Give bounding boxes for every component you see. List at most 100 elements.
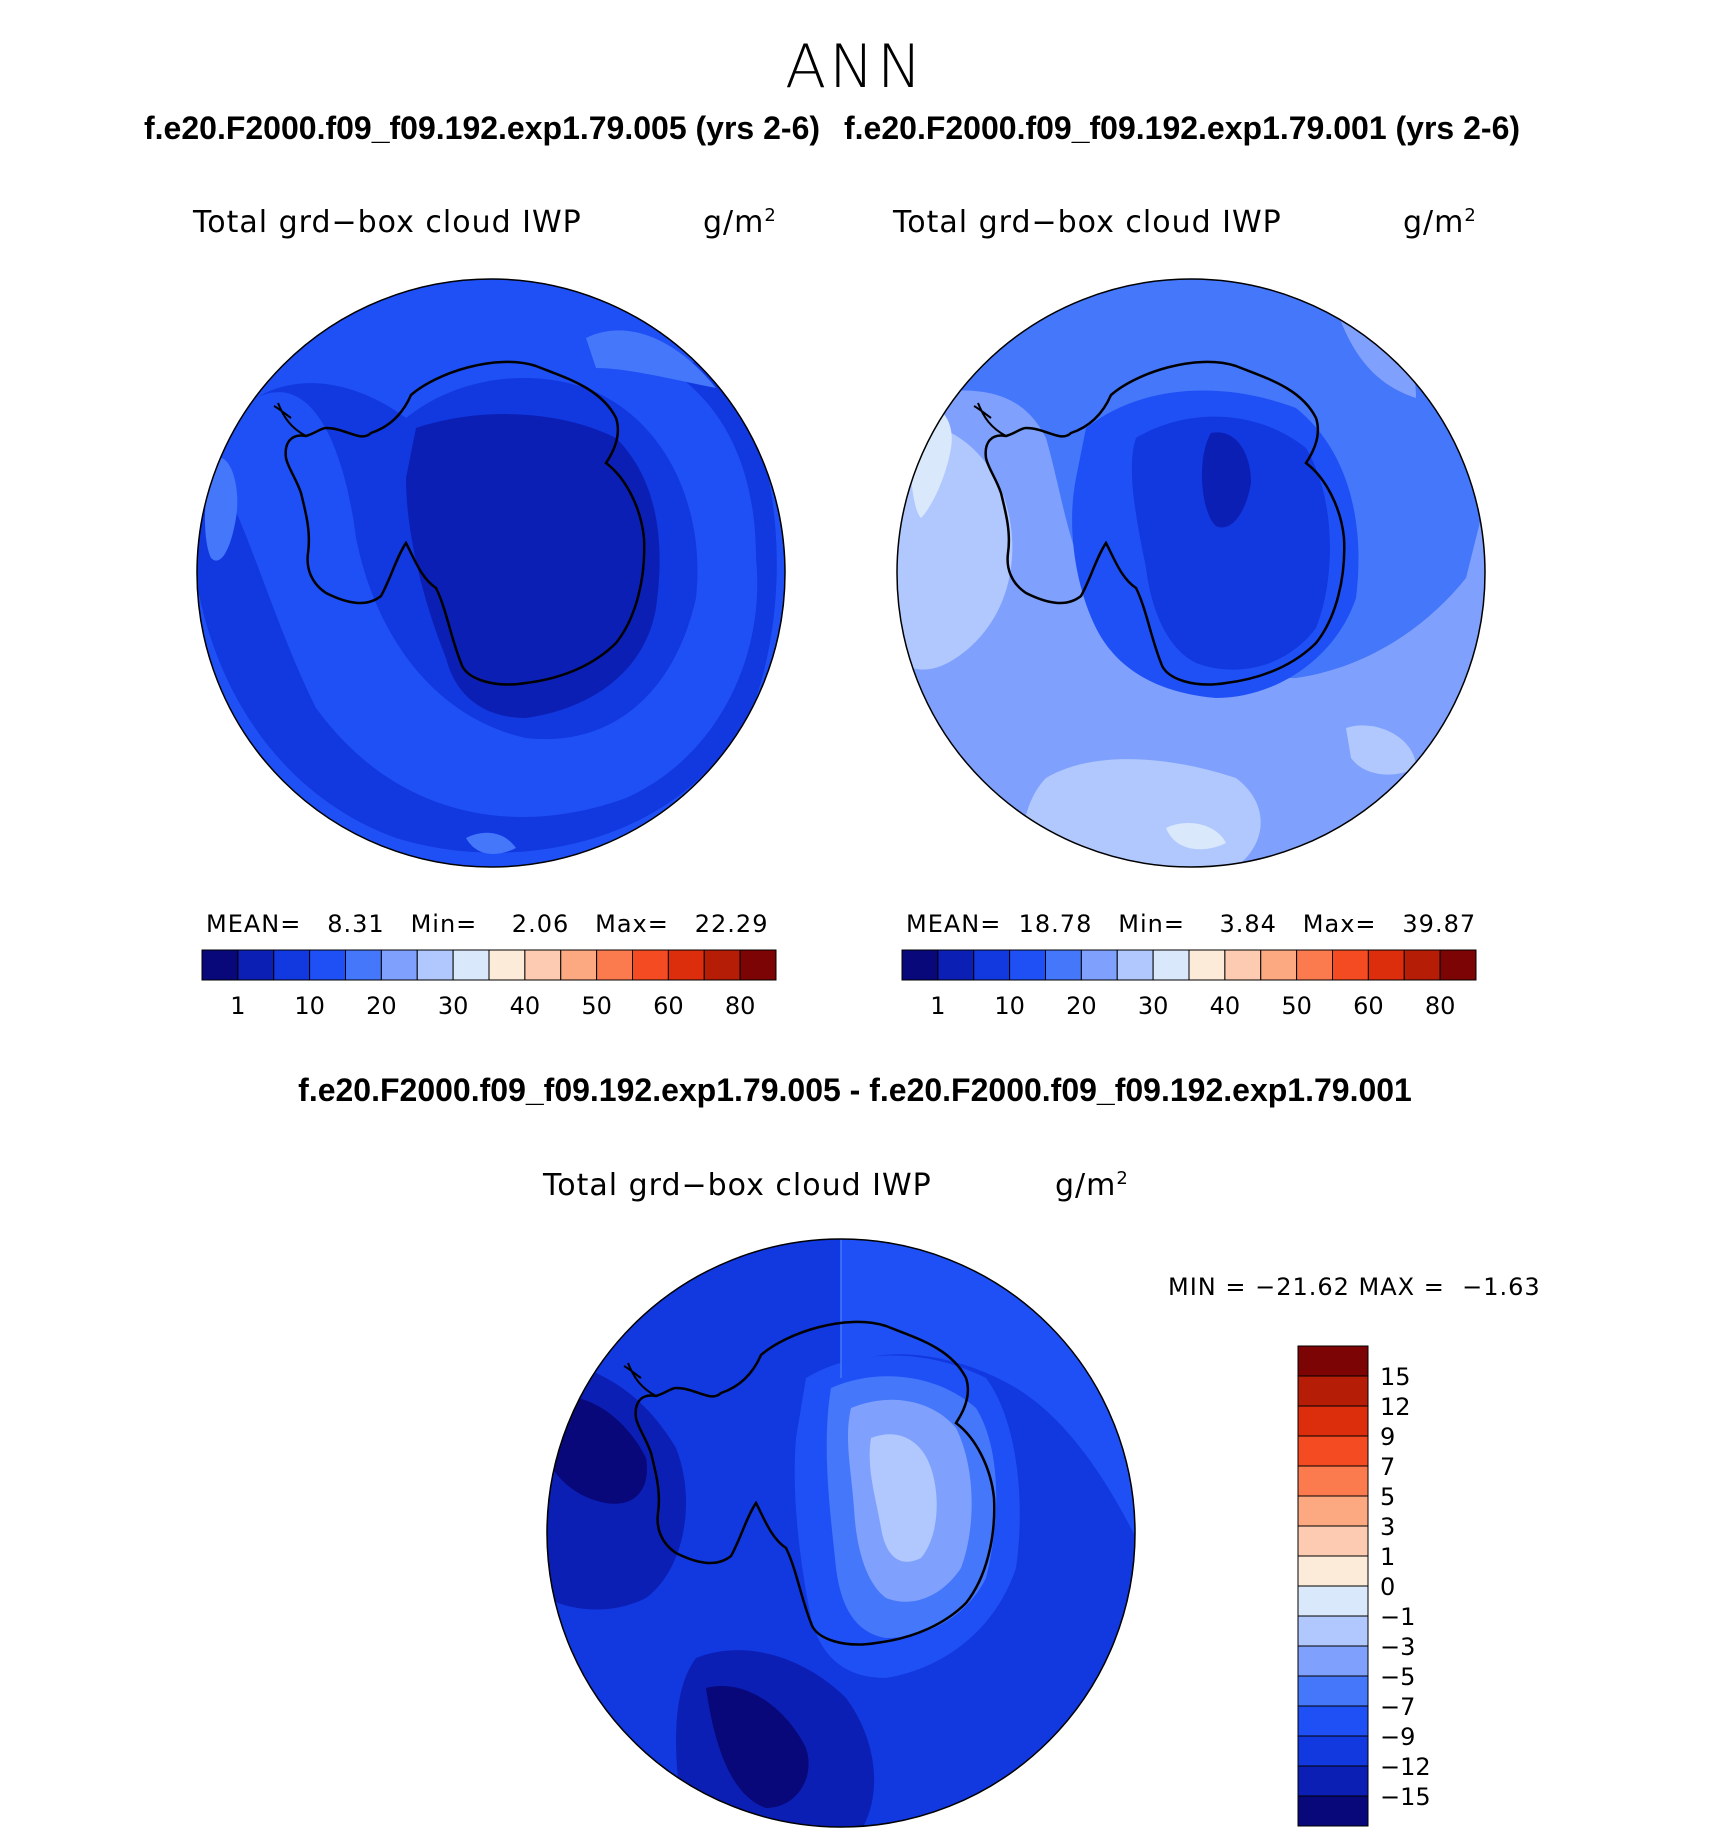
- diff-colorbar-swatch: [1297, 1585, 1369, 1617]
- diff-colorbar-swatch: [1297, 1735, 1369, 1767]
- diff-colorbar: [1297, 1345, 1369, 1827]
- left-colorbar-swatch: [237, 949, 275, 981]
- right-colorbar-swatch: [1080, 949, 1118, 981]
- left-colorbar-ticks: 1 10 20 30 40 50 60 80: [202, 992, 776, 1022]
- right-colorbar-swatch: [1009, 949, 1046, 981]
- case-title-left: f.e20.F2000.f09_f09.192.exp1.79.005 (yrs…: [144, 110, 821, 146]
- right-colorbar-swatch: [1116, 949, 1154, 981]
- right-colorbar-swatch: [1224, 949, 1262, 981]
- right-stats: MEAN= 18.78 Min= 3.84 Max= 39.87: [906, 910, 1477, 938]
- diff-colorbar-swatch: [1297, 1675, 1369, 1707]
- diff-colorbar-tick-label: 0: [1380, 1573, 1396, 1601]
- case-title-right: f.e20.F2000.f09_f09.192.exp1.79.001 (yrs…: [844, 110, 1521, 146]
- diff-colorbar-tick-label: 5: [1380, 1483, 1396, 1511]
- diff-colorbar-swatch: [1297, 1465, 1369, 1497]
- diff-colorbar-swatch: [1297, 1405, 1369, 1437]
- diff-units: g/m2: [1055, 1168, 1129, 1203]
- left-variable-title: Total grd−box cloud IWP: [193, 205, 582, 240]
- diff-colorbar-swatch: [1297, 1795, 1369, 1827]
- diff-colorbar-tick-label: −1: [1380, 1603, 1416, 1631]
- right-colorbar: [901, 949, 1477, 981]
- left-colorbar-tick-label: 10: [294, 992, 325, 1020]
- diff-colorbar-swatch: [1297, 1435, 1369, 1467]
- left-colorbar-swatch: [560, 949, 598, 981]
- diff-colorbar-tick-label: −7: [1380, 1693, 1416, 1721]
- diff-colorbar-tick-label: −12: [1380, 1753, 1431, 1781]
- left-colorbar-swatch: [667, 949, 705, 981]
- left-colorbar-swatch: [703, 949, 741, 981]
- left-colorbar-swatch: [632, 949, 669, 981]
- left-colorbar-tick-label: 40: [509, 992, 541, 1020]
- diff-colorbar-swatch: [1297, 1615, 1369, 1647]
- right-colorbar-tick-label: 1: [930, 992, 946, 1020]
- left-colorbar-swatch: [273, 949, 311, 981]
- left-colorbar-tick-label: 50: [581, 992, 612, 1020]
- left-colorbar-tick-label: 80: [724, 992, 756, 1020]
- left-colorbar-swatch: [452, 949, 490, 981]
- diff-colorbar-ticks: 15 12 9 7 5 3 1 0 −1 −3 −5 −7 −9 −12 −15: [1380, 1346, 1500, 1826]
- left-colorbar-tick-label: 60: [653, 992, 684, 1020]
- season-title: ANN: [785, 32, 925, 102]
- right-colorbar-swatch: [1439, 949, 1477, 981]
- left-colorbar-swatch: [309, 949, 346, 981]
- left-colorbar-swatch: [739, 949, 777, 981]
- diff-colorbar-tick-label: −3: [1380, 1633, 1416, 1661]
- right-colorbar-tick-label: 10: [994, 992, 1025, 1020]
- right-colorbar-tick-label: 30: [1137, 992, 1169, 1020]
- right-colorbar-tick-label: 60: [1353, 992, 1384, 1020]
- left-polar-map: [196, 278, 786, 868]
- right-colorbar-swatch: [1152, 949, 1190, 981]
- right-colorbar-swatch: [1260, 949, 1298, 981]
- left-colorbar-tick-label: 1: [230, 992, 246, 1020]
- left-colorbar-swatch: [524, 949, 562, 981]
- right-colorbar-swatch: [901, 949, 939, 981]
- left-colorbar-swatch: [380, 949, 418, 981]
- right-colorbar-tick-label: 40: [1209, 992, 1241, 1020]
- diff-variable-title: Total grd−box cloud IWP: [543, 1168, 932, 1203]
- left-colorbar-swatch: [416, 949, 454, 981]
- diff-colorbar-swatch: [1297, 1345, 1369, 1377]
- right-colorbar-swatch: [1296, 949, 1333, 981]
- right-variable-title: Total grd−box cloud IWP: [893, 205, 1282, 240]
- right-colorbar-ticks: 1 10 20 30 40 50 60 80: [902, 992, 1476, 1022]
- diff-colorbar-swatch: [1297, 1765, 1369, 1797]
- right-colorbar-swatch: [973, 949, 1011, 981]
- left-colorbar-swatch: [596, 949, 633, 981]
- diff-minmax: MIN = −21.62 MAX = −1.63: [1168, 1273, 1541, 1301]
- left-colorbar: [201, 949, 777, 981]
- diff-colorbar-tick-label: −5: [1380, 1663, 1416, 1691]
- right-colorbar-tick-label: 50: [1281, 992, 1312, 1020]
- diff-colorbar-swatch: [1297, 1375, 1369, 1407]
- left-colorbar-tick-label: 30: [437, 992, 469, 1020]
- right-units: g/m2: [1403, 205, 1477, 240]
- right-colorbar-swatch: [1367, 949, 1405, 981]
- diff-colorbar-tick-label: 9: [1380, 1423, 1396, 1451]
- diff-colorbar-swatch: [1297, 1525, 1369, 1557]
- right-colorbar-swatch: [1188, 949, 1226, 981]
- diff-polar-map: [546, 1238, 1136, 1828]
- diff-colorbar-tick-label: 1: [1380, 1543, 1396, 1571]
- right-colorbar-tick-label: 80: [1424, 992, 1456, 1020]
- diff-title: f.e20.F2000.f09_f09.192.exp1.79.005 - f.…: [298, 1072, 1412, 1108]
- diff-colorbar-tick-label: 3: [1380, 1513, 1396, 1541]
- right-polar-map: [896, 278, 1486, 868]
- left-colorbar-swatch: [488, 949, 526, 981]
- right-colorbar-swatch: [1332, 949, 1369, 981]
- left-stats: MEAN= 8.31 Min= 2.06 Max= 22.29: [206, 910, 769, 938]
- left-colorbar-swatch: [201, 949, 239, 981]
- diff-colorbar-tick-label: 15: [1380, 1363, 1411, 1391]
- diff-colorbar-tick-label: 12: [1380, 1393, 1411, 1421]
- left-units: g/m2: [703, 205, 777, 240]
- diff-colorbar-tick-label: −15: [1380, 1783, 1431, 1811]
- diff-colorbar-swatch: [1297, 1645, 1369, 1677]
- diff-colorbar-tick-label: 7: [1380, 1453, 1396, 1481]
- right-colorbar-tick-label: 20: [1066, 992, 1097, 1020]
- diff-colorbar-swatch: [1297, 1495, 1369, 1527]
- right-colorbar-swatch: [937, 949, 975, 981]
- right-colorbar-swatch: [1403, 949, 1441, 981]
- diff-colorbar-swatch: [1297, 1705, 1369, 1737]
- left-colorbar-swatch: [345, 949, 382, 981]
- diff-colorbar-tick-label: −9: [1380, 1723, 1416, 1751]
- diff-colorbar-swatch: [1297, 1555, 1369, 1587]
- left-colorbar-tick-label: 20: [366, 992, 397, 1020]
